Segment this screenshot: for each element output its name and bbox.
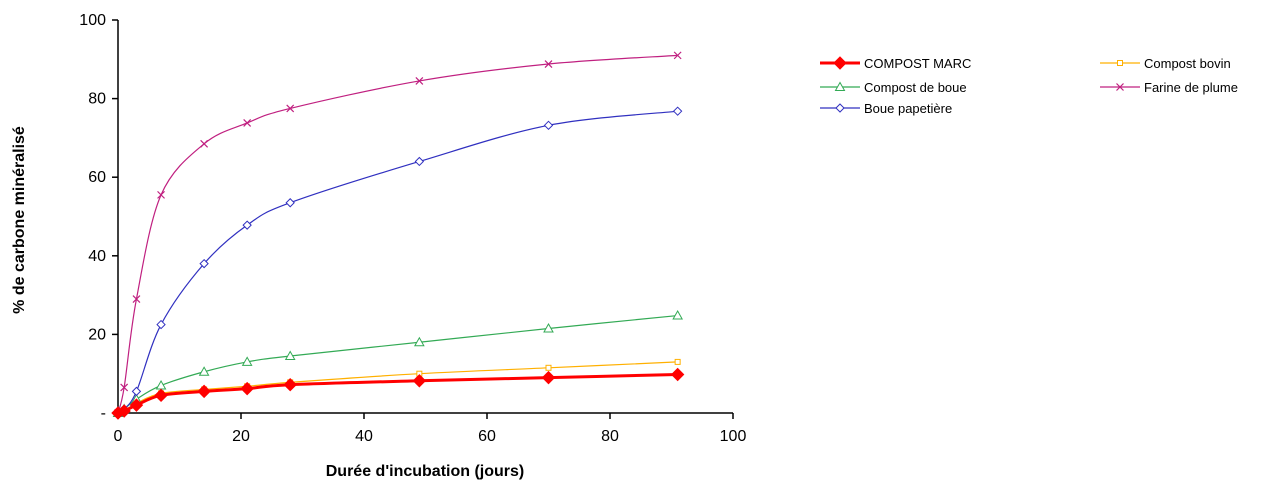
marker-stroke (200, 139, 209, 148)
data-point (243, 119, 252, 127)
x-tick-label: 60 (478, 428, 496, 445)
legend-swatch-marker (835, 103, 845, 113)
data-point (283, 377, 297, 392)
data-point (154, 388, 168, 403)
x-tick-label: 40 (355, 428, 373, 445)
data-point (198, 366, 210, 376)
data-point (132, 295, 141, 303)
legend-label: Farine de plume (1144, 80, 1238, 95)
legend-label: Compost de boue (864, 80, 967, 95)
data-point (541, 370, 556, 385)
x-tick-label: 100 (720, 428, 747, 445)
data-point (155, 379, 167, 390)
legend-label: Boue papetière (864, 101, 952, 116)
legend-swatch-marker (1116, 83, 1124, 91)
legend-swatch-marker (834, 81, 846, 91)
data-point (200, 139, 209, 148)
y-tick-label: 80 (88, 91, 106, 108)
y-tick-label: 20 (88, 326, 106, 343)
data-point (543, 322, 554, 333)
series-farine-de-plume (114, 51, 682, 417)
marker-stroke (120, 383, 129, 392)
marker-stroke (673, 51, 682, 60)
series-layer (111, 51, 685, 420)
legend-swatch-marker (833, 56, 847, 70)
y-axis-title: % de carbone minéralisé (11, 126, 28, 314)
x-tick-label: 0 (114, 428, 123, 445)
marker-stroke (157, 190, 165, 199)
series-boue-papetiere (113, 106, 683, 418)
marker-stroke (286, 104, 295, 113)
series-line (117, 54, 678, 414)
data-point (129, 398, 144, 412)
series-compost-marc (111, 367, 685, 420)
data-point (412, 374, 427, 388)
series-line (117, 314, 678, 414)
data-point (672, 106, 683, 116)
data-point (156, 319, 166, 330)
marker-stroke (1116, 83, 1124, 91)
data-point (157, 190, 165, 199)
data-point (543, 120, 554, 131)
data-point (284, 350, 296, 361)
data-point (544, 60, 553, 68)
series-compost-bovin (115, 358, 681, 416)
data-point (285, 198, 295, 208)
data-point (240, 381, 254, 396)
legend-label: COMPOST MARC (864, 56, 971, 71)
data-point (131, 386, 142, 397)
data-point (672, 310, 684, 320)
legend: COMPOST MARC Compost bovin Compost de boue… (820, 56, 1238, 116)
legend-item-boue-papetiere: Boue papetière (820, 101, 952, 116)
y-tick-label: 60 (88, 169, 106, 186)
data-point (120, 383, 129, 392)
x-tick-label: 80 (601, 428, 619, 445)
marker-stroke (415, 76, 424, 85)
data-point (670, 367, 685, 382)
data-point (674, 358, 681, 365)
data-point (117, 404, 131, 418)
data-point (242, 220, 252, 230)
data-point (415, 76, 424, 85)
legend-item-farine-de-plume: Farine de plume (1100, 80, 1238, 95)
marker-stroke (544, 60, 553, 68)
y-tick-label: 100 (79, 12, 106, 29)
legend-item-compost-marc: COMPOST MARC (820, 56, 971, 71)
data-point (286, 104, 295, 113)
y-tick-label: 40 (88, 248, 106, 265)
legend-swatch-marker (1117, 60, 1123, 66)
marker-stroke (132, 295, 141, 303)
x-axis-title: Durée d'incubation (jours) (326, 463, 524, 480)
y-tick-label: - (101, 405, 106, 422)
data-point (545, 364, 552, 371)
data-point (199, 258, 209, 269)
legend-item-compost-de-boue: Compost de boue (820, 80, 967, 95)
series-compost-de-boue (112, 310, 684, 417)
axes: - 20 40 60 80 100 0 20 40 60 80 100 (79, 12, 746, 445)
marker-stroke (243, 119, 252, 127)
x-tick-label: 20 (232, 428, 250, 445)
data-point (197, 384, 211, 399)
data-point (241, 356, 253, 366)
legend-label: Compost bovin (1144, 56, 1231, 71)
data-point (413, 336, 425, 347)
data-point (673, 51, 682, 60)
data-point (414, 156, 425, 167)
legend-item-compost-bovin: Compost bovin (1100, 56, 1231, 71)
